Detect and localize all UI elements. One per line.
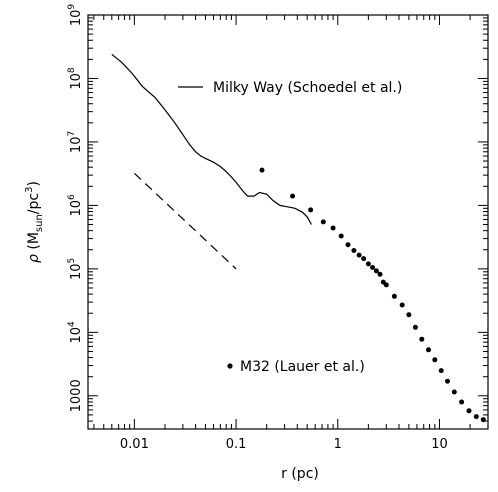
m32-data-point xyxy=(419,336,425,342)
y-tick-labels: 1000 104 105 106 107 108 109 xyxy=(67,4,84,413)
x-axis-title: r (pc) xyxy=(281,466,319,482)
milky-way-line xyxy=(111,53,312,225)
ticks xyxy=(88,14,489,430)
m32-data-point xyxy=(290,193,296,199)
y-axis-open: (M xyxy=(26,232,42,254)
legend-label-m32: M32 (Lauer et al.) xyxy=(240,359,365,375)
m32-data-point xyxy=(445,378,450,384)
y-tick-label: 105 xyxy=(67,258,84,280)
series-layer xyxy=(111,53,486,423)
legend-m32: M32 (Lauer et al.) xyxy=(227,359,365,375)
m32-data-point xyxy=(432,357,438,363)
m32-data-point xyxy=(412,324,418,330)
x-tick-label: 10 xyxy=(431,437,448,452)
m32-data-point xyxy=(259,167,265,173)
legend-label-milky-way: Milky Way (Schoedel et al.) xyxy=(213,80,402,96)
m32-data-point xyxy=(451,389,457,395)
m32-data-point xyxy=(473,414,479,420)
dashed-reference-line xyxy=(133,172,237,270)
y-axis-close: ) xyxy=(26,181,42,186)
m32-data-point xyxy=(426,347,431,353)
y-axis-sup: 3 xyxy=(24,187,35,193)
m32-data-point xyxy=(370,265,376,270)
y-tick-label: 104 xyxy=(67,321,84,344)
x-tick-label: 0.01 xyxy=(120,437,149,452)
y-tick-label: 109 xyxy=(67,4,84,27)
m32-data-point xyxy=(345,242,351,248)
m32-data-point xyxy=(377,271,383,277)
m32-data-point xyxy=(466,408,472,414)
y-axis-rho: ρ xyxy=(26,254,42,263)
m32-data-point xyxy=(338,233,344,239)
m32-data-point xyxy=(383,282,389,288)
m32-data-point xyxy=(308,207,314,213)
legend-dot-marker xyxy=(227,363,233,369)
m32-data-point xyxy=(406,312,412,318)
m32-data-point xyxy=(320,219,326,225)
m32-data-point xyxy=(356,252,362,258)
m32-data-point xyxy=(480,417,486,423)
m32-data-point xyxy=(391,293,397,299)
y-tick-label: 106 xyxy=(67,194,84,217)
y-axis-sub: sun xyxy=(34,214,45,232)
m32-data-point xyxy=(361,256,367,262)
m32-data-point xyxy=(459,399,465,405)
m32-data-point xyxy=(438,368,444,374)
y-tick-label: 1000 xyxy=(69,379,84,412)
y-axis-title: ρ (Msun/pc3) xyxy=(24,181,45,263)
m32-data-point xyxy=(351,248,357,253)
x-tick-labels: 0.01 0.1 1 10 xyxy=(120,437,448,452)
legend-milky-way: Milky Way (Schoedel et al.) xyxy=(178,80,402,96)
y-tick-label: 108 xyxy=(67,67,84,90)
m32-data-point xyxy=(365,261,371,267)
y-axis-mid: /pc xyxy=(26,193,42,214)
m32-data-point xyxy=(399,302,405,308)
m32-data-point xyxy=(330,225,336,231)
y-tick-label: 107 xyxy=(67,131,84,153)
x-tick-label: 0.1 xyxy=(226,437,247,452)
plot-frame xyxy=(87,14,489,430)
m32-data-point xyxy=(373,268,379,274)
x-tick-label: 1 xyxy=(334,437,342,452)
